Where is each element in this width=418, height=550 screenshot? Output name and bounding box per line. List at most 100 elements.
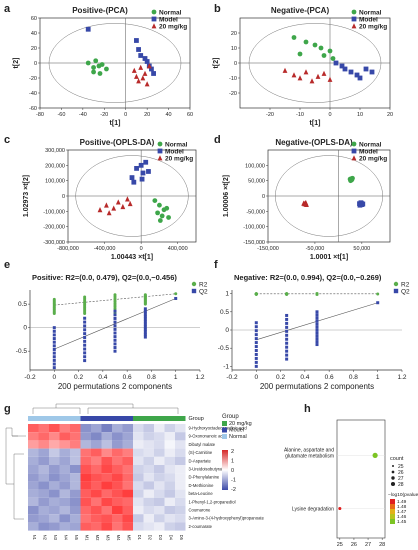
panel-letter-h: h xyxy=(304,403,311,415)
heatmap-cell xyxy=(154,522,165,531)
heatmap-cell xyxy=(80,497,91,506)
chart-title: Negative-(PCA) xyxy=(271,6,330,15)
x-tick-label: -60 xyxy=(57,112,65,118)
heatmap-cell xyxy=(175,432,186,441)
panel-letter-b: b xyxy=(214,3,221,15)
heatmap-cell xyxy=(91,506,102,515)
y-tick-label: 0 xyxy=(234,61,237,67)
legend-label: R2 xyxy=(401,282,410,289)
heatmap-cell xyxy=(70,489,81,498)
heatmap-cell xyxy=(101,465,112,474)
y-tick-label: -100,000 xyxy=(243,225,265,231)
heatmap-cell xyxy=(91,465,102,474)
heatmap-cell xyxy=(133,440,144,449)
permutation-point-Q2 xyxy=(254,333,258,337)
permutation-point-Q2 xyxy=(143,312,147,316)
heatmap-cell xyxy=(70,456,81,465)
x-tick-label: -10 xyxy=(296,112,304,118)
heatmap-cell xyxy=(59,448,70,457)
heatmap-cell xyxy=(70,473,81,482)
category-label: Lysine degradation xyxy=(292,507,334,513)
plot-frame xyxy=(336,419,386,539)
heatmap-cell xyxy=(122,456,133,465)
permutation-point-Q2 xyxy=(113,331,117,335)
x-tick-label: 1 xyxy=(376,374,380,381)
x-tick-label: 0.2 xyxy=(276,374,285,381)
heatmap-cell xyxy=(91,522,102,531)
heatmap-cell xyxy=(91,514,102,523)
permutation-point-Q2 xyxy=(52,351,56,355)
data-point-triangle xyxy=(136,78,141,84)
permutation-point-Q2 xyxy=(254,329,258,333)
data-point-square xyxy=(333,60,339,66)
column-label: M5 xyxy=(127,535,132,541)
permutation-point-Q2 xyxy=(315,340,319,344)
data-point-triangle xyxy=(303,69,309,75)
chart-title: Negative: R2=(0.0, 0.994), Q2=(0.0,−0.26… xyxy=(234,273,382,282)
data-point-square xyxy=(151,71,156,76)
permutation-point-Q2 xyxy=(52,344,56,348)
column-label: N2 xyxy=(43,535,48,541)
column-label: M2 xyxy=(95,535,100,541)
heatmap-cell xyxy=(154,497,165,506)
data-point-circle xyxy=(152,198,158,204)
permutation-point-Q2 xyxy=(83,347,87,351)
data-point-square xyxy=(138,162,144,168)
permutation-point-Q2 xyxy=(52,366,56,370)
heatmap-cell xyxy=(80,481,91,490)
heatmap-cell xyxy=(38,456,49,465)
legend-marker xyxy=(157,148,163,154)
permutation-point-Q2 xyxy=(315,316,319,320)
heatmap-cell xyxy=(133,514,144,523)
y-tick-label: -200,000 xyxy=(43,225,65,231)
pvalue-legend-title: −log10(pvalue) xyxy=(388,492,418,498)
data-point-circle xyxy=(297,51,303,57)
heatmap-cell xyxy=(28,514,39,523)
data-point-circle xyxy=(312,42,318,48)
x-tick-label: 50,000 xyxy=(353,246,370,252)
x-tick-label: 0.2 xyxy=(74,374,83,381)
heatmap-cell xyxy=(70,440,81,449)
y-tick-label: -60 xyxy=(29,106,37,112)
heatmap-cell xyxy=(122,481,133,490)
permutation-point-Q2 xyxy=(254,325,258,329)
heatmap-cell xyxy=(59,497,70,506)
y-tick-label: -0.5 xyxy=(218,345,230,352)
row-label: Coumarone xyxy=(189,508,212,513)
heatmap-cell xyxy=(49,522,60,531)
permutation-point-Q2 xyxy=(254,364,258,368)
row-label: D-Phenylalanine xyxy=(189,475,220,480)
heatmap-cell xyxy=(122,497,133,506)
heatmap-cell xyxy=(122,522,133,531)
x-tick-label: -0.2 xyxy=(226,374,238,381)
heatmap-cell xyxy=(175,456,186,465)
heatmap-cell xyxy=(101,497,112,506)
data-point-square xyxy=(149,66,154,72)
heatmap-cell xyxy=(91,481,102,490)
x-tick-label: 20 xyxy=(387,112,393,118)
confidence-ellipse xyxy=(248,23,382,103)
permutation-point-Q2 xyxy=(285,349,289,353)
heatmap-cell xyxy=(164,432,175,441)
group-bar-cell xyxy=(101,416,112,421)
category-label: Alanine, aspartate and xyxy=(284,447,334,453)
y-axis-label: 1.00006 ×t[2] xyxy=(223,175,230,217)
heatmap-cell xyxy=(59,481,70,490)
column-label: M4 xyxy=(116,535,121,541)
heatmap-cell xyxy=(70,448,81,457)
heatmap-cell xyxy=(49,432,60,441)
permutation-point-Q2 xyxy=(113,346,117,350)
heatmap-cell xyxy=(28,432,39,441)
heatmap-cell xyxy=(91,448,102,457)
heatmap-cell xyxy=(91,432,102,441)
heatmap-cell xyxy=(59,432,70,441)
heatmap-cell xyxy=(101,456,112,465)
color-scale-tick: -1 xyxy=(231,478,236,484)
pathway-point xyxy=(338,506,342,511)
data-point-circle xyxy=(327,48,333,54)
x-tick-label: 0.6 xyxy=(325,374,334,381)
heatmap-cell xyxy=(91,424,102,433)
legend-label: R2 xyxy=(199,282,208,289)
heatmap-cell xyxy=(133,432,144,441)
heatmap-cell xyxy=(133,448,144,457)
